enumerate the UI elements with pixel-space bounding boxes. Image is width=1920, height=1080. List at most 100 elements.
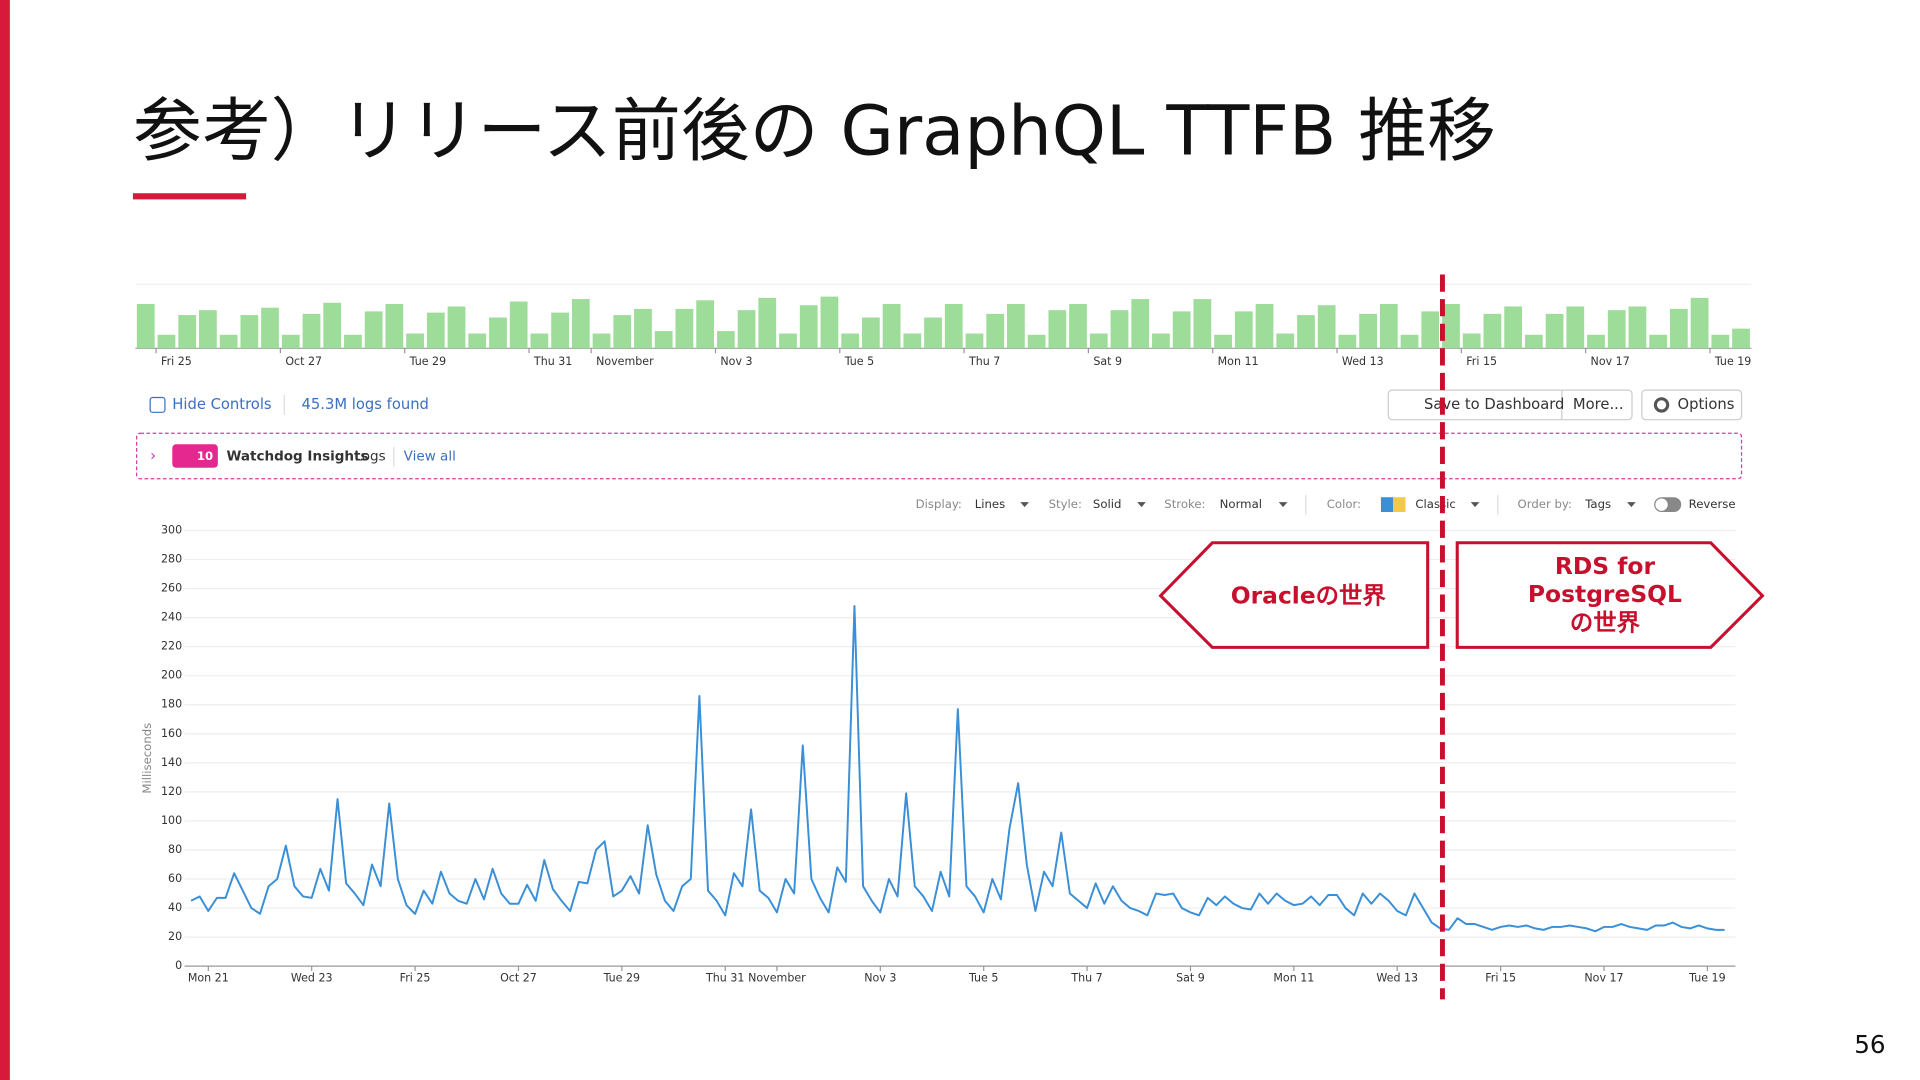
x-tick-label: Fri 15 <box>1485 971 1516 984</box>
hist-bar <box>758 297 777 349</box>
x-tick-label: Wed 23 <box>291 971 333 984</box>
hist-bar <box>1152 333 1170 349</box>
y-tick-label: 260 <box>161 582 182 595</box>
hist-bar <box>1338 334 1357 349</box>
chevron[interactable]: › <box>150 448 156 465</box>
hist-bar <box>1400 334 1419 349</box>
hist-bar <box>779 333 797 349</box>
y-tick-label: 300 <box>161 523 182 536</box>
reverse-label: Reverse <box>1689 497 1736 511</box>
hist-bar <box>1255 304 1274 349</box>
x-tick-label: Mon 21 <box>188 971 229 984</box>
hist-bar <box>1628 306 1647 349</box>
y-tick-label: 160 <box>161 727 182 740</box>
hist-bar <box>1545 313 1564 349</box>
hist-bar <box>903 333 922 349</box>
hist-bar <box>178 315 197 349</box>
hist-bar <box>1566 306 1585 349</box>
hist-bar <box>716 331 735 349</box>
hist-bar <box>1317 305 1336 349</box>
x-tick-label: Fri 25 <box>161 355 192 368</box>
x-tick-label: Tue 29 <box>603 971 641 984</box>
caret <box>1470 502 1480 508</box>
x-tick-label: Nov 17 <box>1591 355 1630 368</box>
rds-arrow <box>1455 541 1765 649</box>
watchdog-logs: Logs <box>354 449 385 465</box>
caret <box>1278 502 1288 508</box>
x-tick-label: Thu 7 <box>1070 971 1102 984</box>
y-tick-label: 240 <box>161 611 182 624</box>
y-tick-label: 0 <box>175 959 182 972</box>
caret <box>1627 502 1636 508</box>
hist-bar <box>281 334 300 349</box>
hist-bar <box>509 301 528 349</box>
swatch <box>1393 497 1406 512</box>
rds-label: の世界 <box>1570 608 1641 636</box>
hist-bar <box>1483 313 1502 349</box>
option-value[interactable]: Tags <box>1584 497 1611 511</box>
page-number: 56 <box>1854 1030 1885 1059</box>
option-value[interactable]: Classic <box>1415 497 1455 511</box>
x-tick-label: Thu 7 <box>968 355 1000 368</box>
x-tick-label: Tue 19 <box>1688 971 1726 984</box>
y-tick-label: 200 <box>161 669 182 682</box>
rds-label: RDS for <box>1555 552 1656 580</box>
more-button[interactable]: More... <box>1573 396 1624 413</box>
option-value[interactable]: Lines <box>975 497 1005 511</box>
y-tick-label: 180 <box>161 698 182 711</box>
swatch <box>1380 497 1394 512</box>
x-tick-label: Fri 15 <box>1466 355 1497 368</box>
hist-bar <box>344 334 362 349</box>
x-tick-label: Mon 11 <box>1273 971 1314 984</box>
hist-bar <box>1234 311 1253 349</box>
x-tick-label: Nov 3 <box>720 355 752 368</box>
y-tick-label: 120 <box>161 785 182 798</box>
hist-bar <box>1607 310 1626 349</box>
option-label: Color: <box>1327 497 1361 511</box>
x-tick-label: Oct 27 <box>500 971 537 984</box>
hist-bar <box>406 333 424 349</box>
hist-bar <box>323 302 342 349</box>
hist-bar <box>571 299 590 349</box>
hist-bar <box>1690 297 1709 349</box>
oracle-arrow <box>1158 541 1430 649</box>
x-tick-label: Tue 19 <box>1714 355 1752 368</box>
x-tick-label: Mon 11 <box>1218 355 1259 368</box>
x-tick-label: Tue 29 <box>409 355 447 368</box>
hist-bar <box>1007 304 1025 349</box>
rds-label: PostgreSQL <box>1528 580 1682 608</box>
options-button[interactable]: Options <box>1678 396 1735 413</box>
hist-bar <box>861 317 880 349</box>
hist-bar <box>426 312 445 349</box>
view-all[interactable]: View all <box>404 449 456 465</box>
caret <box>1020 502 1029 508</box>
y-tick-label: 220 <box>161 640 182 653</box>
title-underline <box>132 193 247 200</box>
save-button[interactable]: Save to Dashboard <box>1424 396 1564 413</box>
hist-bar <box>634 308 652 349</box>
x-tick-label: Thu 31 <box>533 355 572 368</box>
hist-bar <box>240 315 259 349</box>
annotations: Oracleの世界 RDS for PostgreSQL の世界 <box>1158 274 1765 1000</box>
y-tick-label: 280 <box>161 553 182 566</box>
option-value[interactable]: Solid <box>1093 497 1121 511</box>
x-tick-label: Sat 9 <box>1093 355 1122 368</box>
hist-bar <box>364 311 383 349</box>
badge-count: 10 <box>197 449 213 463</box>
option-label: Display: <box>916 497 962 511</box>
hide-controls[interactable]: Hide Controls <box>172 396 271 413</box>
option-value[interactable]: Normal <box>1220 497 1262 511</box>
options-button-box <box>1641 389 1743 421</box>
histogram: Fri 25 Oct 27 Tue 29 Thu 31 November Nov 3 Tue… <box>135 283 1752 368</box>
hist-bar <box>1524 334 1543 349</box>
hist-bar <box>136 304 155 349</box>
x-tick-label: Wed 13 <box>1376 971 1418 984</box>
toolbar: Hide Controls 45.3M logs found Save to D… <box>135 389 1743 480</box>
hist-bar <box>1297 315 1315 349</box>
watchdog-box <box>135 432 1743 480</box>
hist-bar <box>530 333 549 349</box>
hist-bar <box>385 304 404 349</box>
hist-bar <box>1131 299 1150 349</box>
hist-bar <box>1110 310 1129 349</box>
